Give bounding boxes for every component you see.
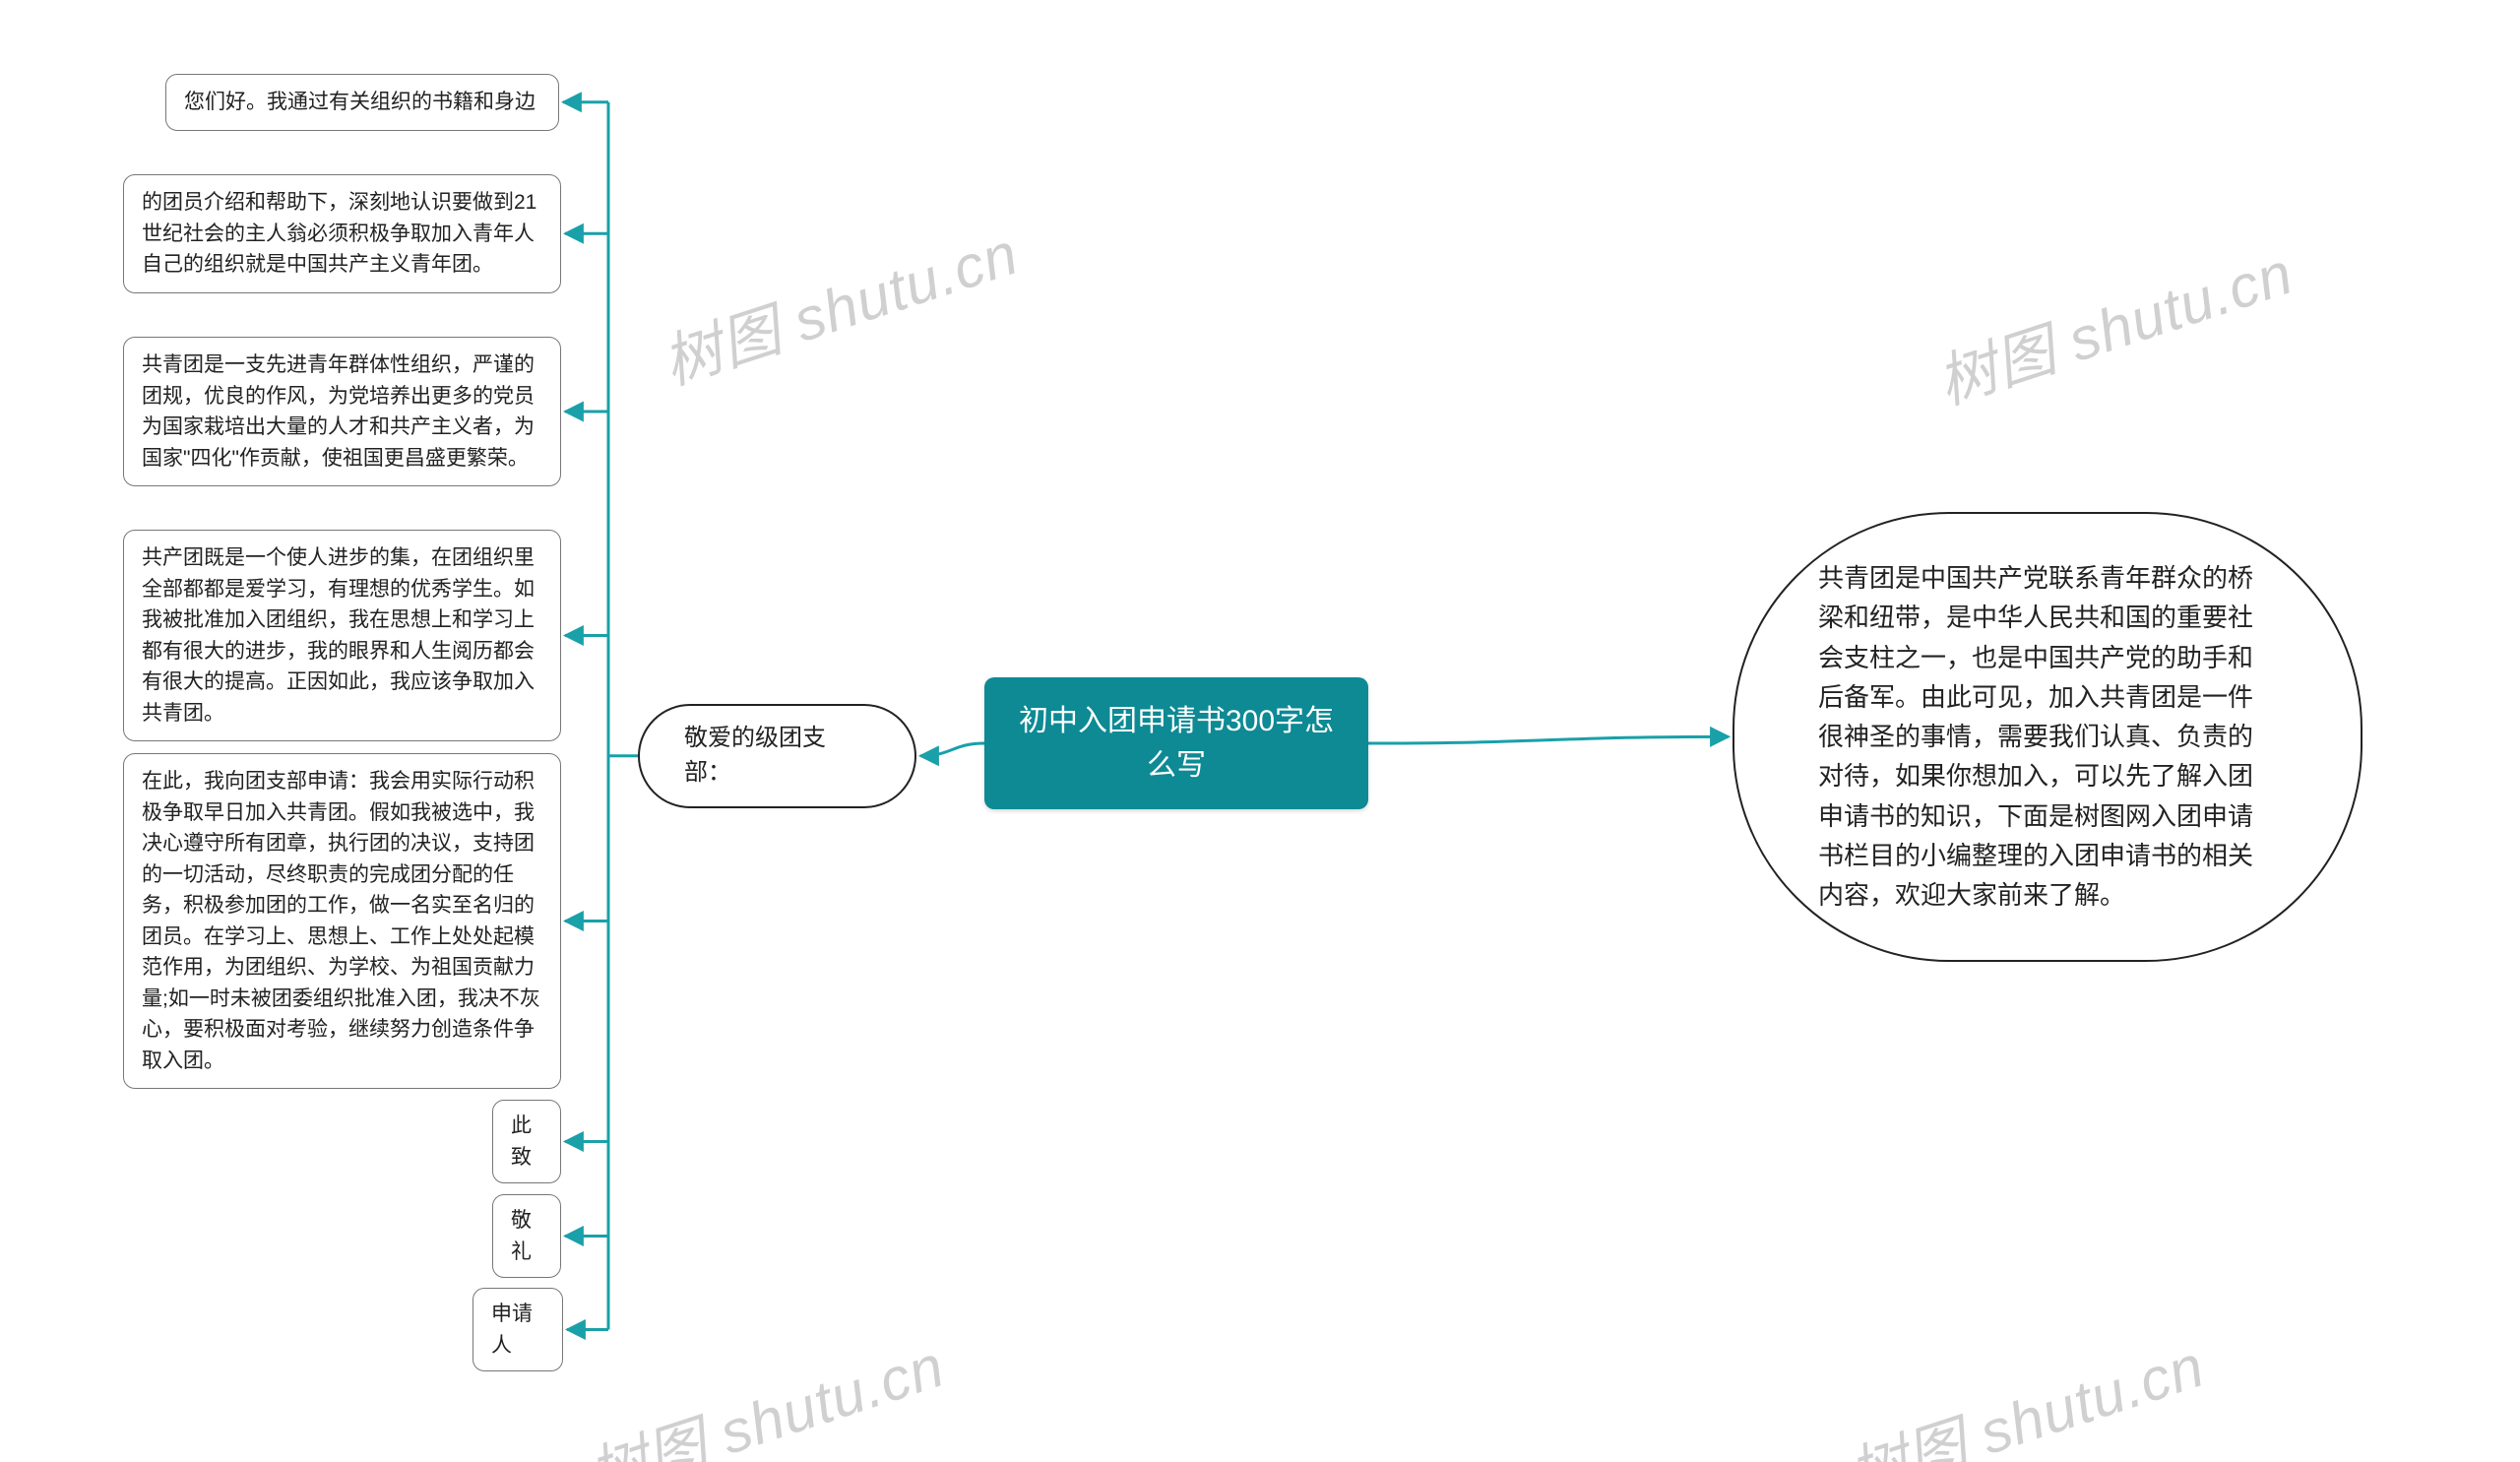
watermark: 树图 shutu.cn [1925, 225, 2302, 420]
mindmap-canvas: 树图 shutu.cn 树图 shutu.cn 树图 shutu.cn 树图 s… [0, 0, 2520, 1462]
root-node[interactable]: 初中入团申请书300字怎么写 [984, 677, 1368, 809]
leaf-node[interactable]: 此致 [492, 1100, 561, 1183]
watermark: 树图 shutu.cn [651, 206, 1028, 401]
leaf-node[interactable]: 的团员介绍和帮助下，深刻地认识要做到21世纪社会的主人翁必须积极争取加入青年人自… [123, 174, 561, 293]
leaf-node[interactable]: 申请人 [472, 1288, 563, 1371]
leaf-node[interactable]: 共青团是一支先进青年群体性组织，严谨的团规，优良的作风，为党培养出更多的党员为国… [123, 337, 561, 486]
leaf-node[interactable]: 共产团既是一个使人进步的集，在团组织里全部都都是爱学习，有理想的优秀学生。如我被… [123, 530, 561, 741]
leaf-node[interactable]: 您们好。我通过有关组织的书籍和身边 [165, 74, 559, 131]
watermark: 树图 shutu.cn [1837, 1318, 2214, 1462]
left-branch-node[interactable]: 敬爱的级团支部： [638, 704, 916, 808]
watermark: 树图 shutu.cn [577, 1318, 954, 1462]
right-description-node[interactable]: 共青团是中国共产党联系青年群众的桥梁和纽带，是中华人民共和国的重要社会支柱之一，… [1732, 512, 2362, 962]
leaf-node[interactable]: 在此，我向团支部申请：我会用实际行动积极争取早日加入共青团。假如我被选中，我决心… [123, 753, 561, 1089]
leaf-node[interactable]: 敬礼 [492, 1194, 561, 1278]
